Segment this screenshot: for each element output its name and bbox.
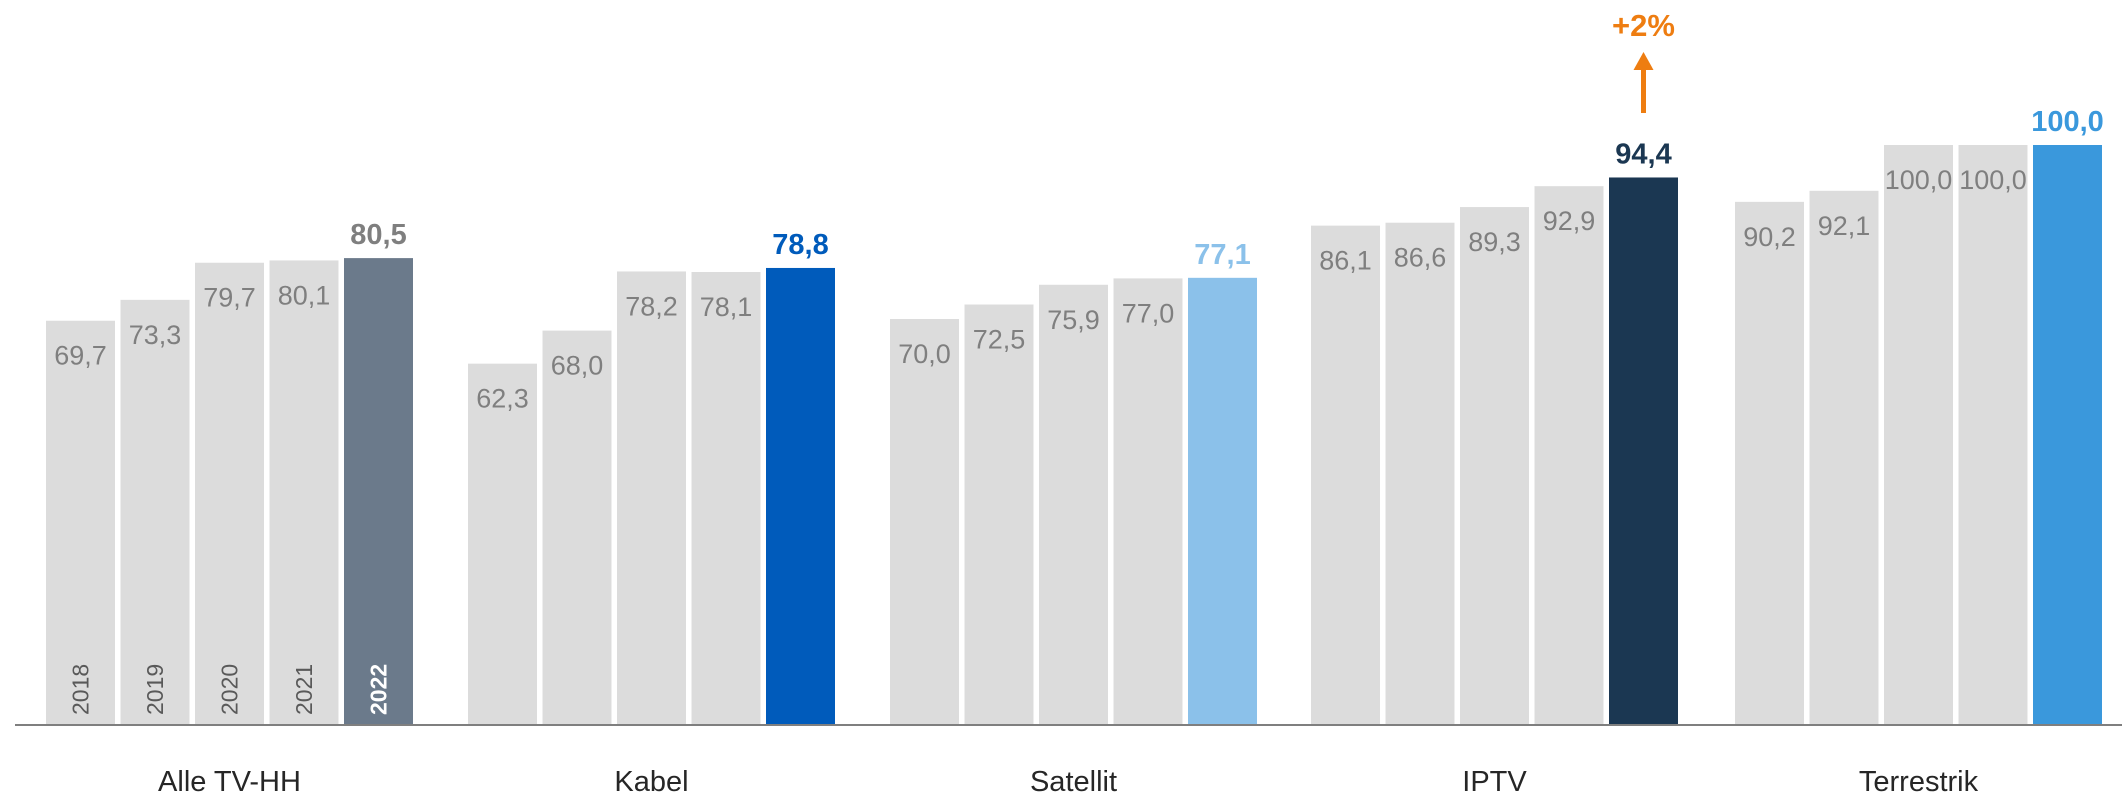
bar-value-label: 94,4 bbox=[1615, 138, 1671, 170]
bar-kabel-2021 bbox=[691, 272, 761, 725]
bar-alle-tv-hh-2021 bbox=[269, 260, 339, 725]
bar-value-label: 78,8 bbox=[772, 229, 828, 261]
bar-value-label: 79,7 bbox=[203, 283, 256, 313]
bar-value-label: 100,0 bbox=[1959, 165, 2027, 195]
bar-value-label: 75,9 bbox=[1047, 305, 1100, 335]
year-label: 2022 bbox=[366, 664, 392, 715]
bar-value-label: 89,3 bbox=[1468, 227, 1521, 257]
category-label: IPTV bbox=[1462, 766, 1527, 797]
bar-value-label: 80,1 bbox=[278, 280, 331, 310]
category-label: Terrestrik bbox=[1859, 766, 1979, 797]
bar-satellit-2019 bbox=[964, 304, 1034, 725]
bar-value-label: 78,1 bbox=[700, 292, 753, 322]
year-label: 2019 bbox=[142, 664, 168, 715]
bar-terrestrik-2020 bbox=[1884, 145, 1953, 725]
bar-terrestrik-2018 bbox=[1735, 201, 1804, 726]
category-label: Satellit bbox=[1030, 766, 1117, 797]
bar-kabel-2022 bbox=[766, 267, 835, 725]
category-label: Kabel bbox=[614, 766, 688, 797]
bar-value-label: 100,0 bbox=[2031, 106, 2104, 138]
bar-value-label: 69,7 bbox=[54, 341, 107, 371]
bar-alle-tv-hh-2022 bbox=[344, 258, 413, 725]
bar-terrestrik-2022 bbox=[2033, 145, 2102, 725]
bar-value-label: 86,6 bbox=[1394, 243, 1447, 273]
bar-satellit-2018 bbox=[890, 319, 959, 725]
bar-alle-tv-hh-2020 bbox=[195, 262, 264, 725]
bar-alle-tv-hh-2018 bbox=[46, 320, 115, 725]
bar-value-label: 72,5 bbox=[973, 325, 1026, 355]
bar-value-label: 86,1 bbox=[1319, 246, 1372, 276]
bar-kabel-2018 bbox=[468, 363, 537, 725]
bar-value-label: 62,3 bbox=[476, 384, 529, 414]
bar-kabel-2019 bbox=[542, 330, 612, 725]
bar-kabel-2020 bbox=[617, 271, 686, 725]
bar-alle-tv-hh-2019 bbox=[120, 299, 190, 725]
bar-terrestrik-2021 bbox=[1958, 145, 2028, 725]
growth-annotation-label: +2% bbox=[1612, 8, 1675, 43]
bar-value-label: 70,0 bbox=[898, 339, 951, 369]
year-label: 2020 bbox=[217, 664, 243, 715]
bars-layer: 69,7 2018 73,3 2019 79,7 2020 80,1 2021 80,5 2022… bbox=[46, 8, 2104, 797]
year-label: 2018 bbox=[68, 664, 94, 715]
bar-iptv-2021 bbox=[1534, 186, 1604, 725]
category-label: Alle TV-HH bbox=[158, 766, 301, 797]
bar-value-label: 68,0 bbox=[551, 351, 604, 381]
bar-satellit-2021 bbox=[1113, 278, 1183, 725]
bar-value-label: 92,9 bbox=[1543, 206, 1596, 236]
bar-iptv-2019 bbox=[1385, 222, 1455, 725]
growth-arrow-head bbox=[1633, 52, 1654, 70]
bar-value-label: 92,1 bbox=[1818, 211, 1871, 241]
bar-value-label: 80,5 bbox=[350, 219, 406, 251]
bar-iptv-2018 bbox=[1311, 225, 1380, 725]
bar-value-label: 78,2 bbox=[625, 291, 678, 321]
bar-value-label: 73,3 bbox=[129, 320, 182, 350]
bar-value-label: 77,1 bbox=[1194, 239, 1250, 271]
bar-value-label: 77,0 bbox=[1122, 298, 1175, 328]
bar-terrestrik-2019 bbox=[1809, 190, 1879, 725]
year-label: 2021 bbox=[291, 664, 317, 715]
bar-satellit-2022 bbox=[1188, 277, 1257, 725]
bar-satellit-2020 bbox=[1039, 284, 1108, 725]
bar-value-label: 100,0 bbox=[1885, 165, 1953, 195]
bar-iptv-2022 bbox=[1609, 177, 1678, 726]
bar-value-label: 90,2 bbox=[1743, 222, 1796, 252]
bar-iptv-2020 bbox=[1460, 207, 1529, 725]
